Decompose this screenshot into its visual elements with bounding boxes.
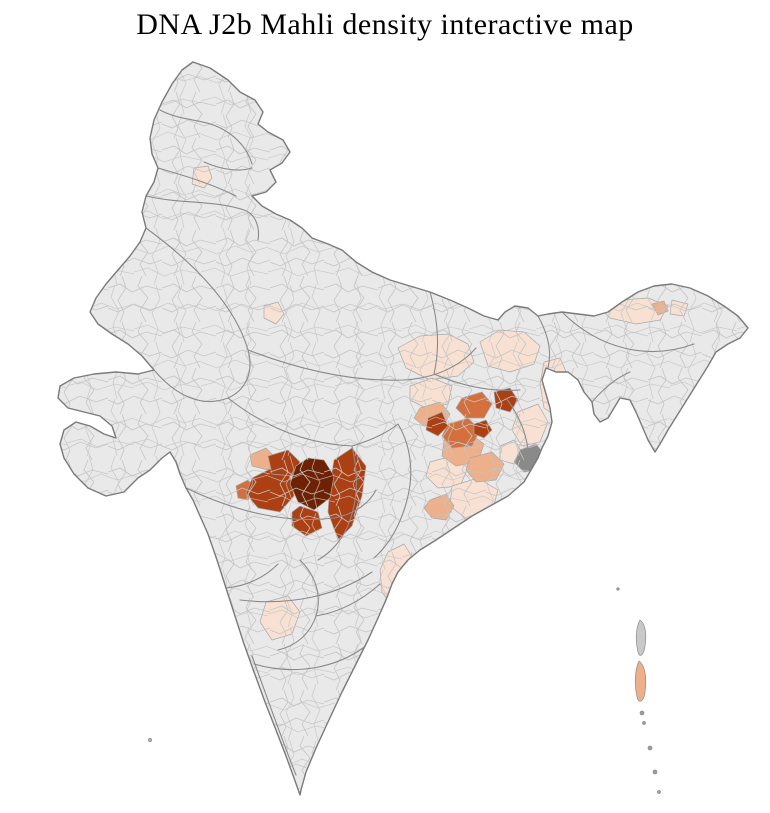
andaman-island-north[interactable] [635, 619, 647, 656]
nicobar-island[interactable] [657, 790, 661, 794]
andaman-island-colored[interactable] [634, 660, 647, 702]
nicobar-island[interactable] [647, 745, 653, 751]
nicobar-island[interactable] [652, 769, 658, 775]
small-island[interactable] [639, 710, 645, 716]
page-title: DNA J2b Mahli density interactive map [136, 8, 634, 41]
small-island[interactable] [642, 721, 646, 725]
state-borders [145, 109, 695, 776]
lakshadweep-island[interactable] [148, 738, 152, 742]
andaman-nicobar-islands[interactable] [148, 587, 661, 794]
district-very-low-density[interactable] [471, 509, 517, 545]
district-borders-mesh [58, 62, 748, 795]
small-island[interactable] [616, 587, 620, 591]
